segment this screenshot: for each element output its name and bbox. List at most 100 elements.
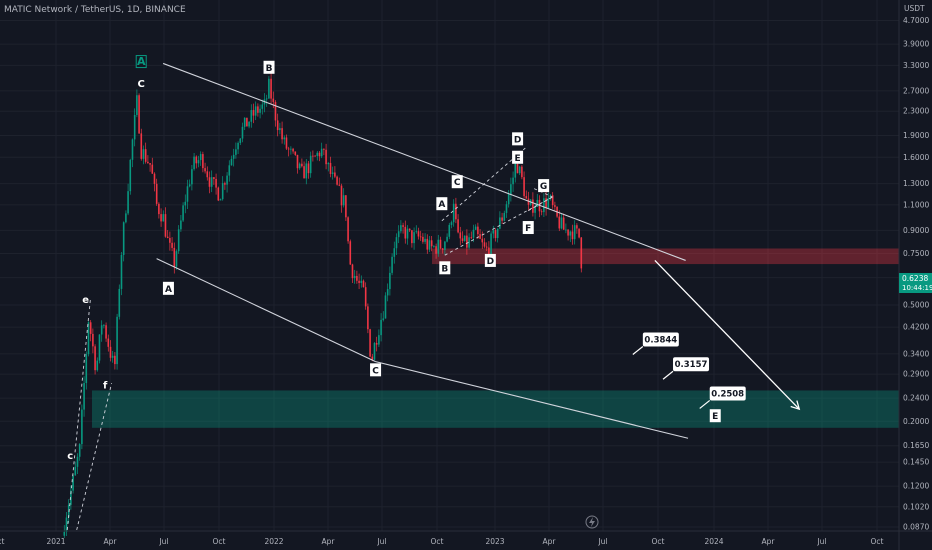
y-tick-label: 3.9000 — [903, 40, 929, 49]
x-tick-label: Oct — [431, 537, 444, 546]
candle-body — [323, 148, 325, 150]
y-tick-label: 0.7500 — [903, 249, 929, 258]
candle-body — [422, 236, 424, 242]
y-tick-label: 0.4200 — [903, 323, 929, 332]
candle-body — [479, 234, 481, 239]
wave-label-box — [512, 132, 524, 146]
candle-body — [505, 204, 508, 213]
candle-body — [463, 235, 466, 241]
candle-body — [345, 195, 347, 218]
time-axis[interactable]: Oct 2021 Apr Jul Oct 2022 Apr Jul Oct 2023 Apr Jul O… — [0, 530, 932, 546]
candle-body — [219, 199, 222, 201]
candle-body — [287, 148, 290, 150]
candle-body — [237, 142, 239, 150]
candle-body — [149, 163, 151, 165]
replay-icon[interactable] — [585, 515, 599, 529]
candle-body — [63, 531, 66, 536]
target-box — [709, 386, 746, 401]
candle-body — [320, 148, 323, 157]
candle-body — [248, 121, 250, 127]
wave-label-box — [484, 253, 496, 267]
candle-body — [259, 108, 261, 113]
y-tick-label: 0.1200 — [903, 482, 929, 491]
candle-body — [281, 128, 283, 140]
candle-body — [571, 231, 574, 240]
candle-body — [543, 198, 545, 213]
y-tick-label: 1.3000 — [903, 179, 929, 188]
candle-body — [173, 247, 176, 267]
candle-body — [81, 409, 83, 445]
candle-body — [501, 217, 503, 221]
candle-body — [481, 238, 484, 243]
candle-body — [83, 382, 85, 410]
candle-body — [261, 104, 264, 109]
candle-body — [127, 191, 129, 214]
wave-label: A — [165, 285, 172, 295]
candle-body — [351, 264, 354, 279]
candle-body — [573, 225, 576, 240]
candle-body — [452, 203, 455, 223]
candle-body — [459, 232, 462, 239]
projection-arrow — [654, 259, 800, 410]
target-label: 0.3157 — [675, 360, 708, 370]
candle-body — [490, 233, 492, 255]
y-tick-label: 3.3000 — [903, 61, 929, 70]
candle-body — [549, 195, 552, 198]
candle-body — [109, 346, 112, 358]
candle-body — [303, 166, 305, 179]
candle-body — [235, 149, 237, 155]
candle-body — [512, 177, 514, 185]
candle-body — [417, 231, 420, 237]
candle-body — [433, 246, 435, 247]
candle-body — [294, 151, 297, 155]
wave-label: c — [67, 451, 73, 462]
candle-body — [397, 231, 400, 238]
candle-body — [184, 201, 187, 206]
candle-body — [138, 95, 140, 134]
y-tick-label: 1.1000 — [903, 200, 929, 209]
candle-body — [142, 149, 145, 159]
candle-body — [560, 217, 563, 229]
candle-body — [125, 213, 127, 223]
candle-body — [285, 137, 288, 149]
candle-body — [360, 280, 363, 283]
candle-body — [507, 194, 510, 205]
candle-body — [272, 98, 275, 102]
candle-body — [446, 236, 448, 242]
candle-body — [331, 172, 334, 174]
candle-body — [540, 211, 543, 213]
wave-label: E — [712, 412, 718, 422]
candle-body — [439, 239, 442, 249]
candle-body — [404, 226, 407, 239]
candle-body — [290, 148, 292, 150]
chart-title: MATIC Network / TetherUS, 1D, BINANCE — [4, 5, 186, 15]
candle-body — [565, 229, 567, 231]
candle-body — [206, 171, 209, 178]
candle-body — [202, 154, 204, 169]
candle-body — [435, 246, 437, 254]
candle-body — [430, 240, 433, 247]
candle-body — [270, 78, 272, 99]
candle-body — [155, 183, 158, 204]
candle-body — [94, 346, 96, 371]
candle-body — [197, 160, 200, 164]
candle-body — [105, 325, 107, 339]
candle-body — [450, 222, 453, 225]
target-box — [642, 332, 679, 347]
candle-body — [393, 248, 396, 257]
candle-body — [457, 219, 459, 233]
candle-body — [547, 197, 550, 208]
y-tick-label: 0.9000 — [903, 226, 929, 235]
candle-body — [356, 275, 358, 281]
candle-body — [217, 187, 220, 201]
candle-body — [243, 117, 246, 127]
wave-label-box — [263, 60, 275, 74]
candle-body — [424, 238, 426, 242]
wave-label-box — [439, 261, 451, 275]
candle-body — [85, 354, 88, 383]
candle-body — [437, 239, 440, 254]
candle-body — [309, 155, 312, 174]
candle-body — [221, 183, 224, 200]
